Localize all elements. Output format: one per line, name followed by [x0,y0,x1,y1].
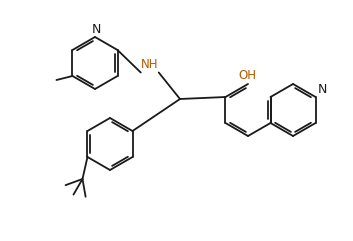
Text: N: N [91,23,101,36]
Text: NH: NH [141,59,158,72]
Text: N: N [318,83,327,96]
Text: OH: OH [238,69,256,82]
